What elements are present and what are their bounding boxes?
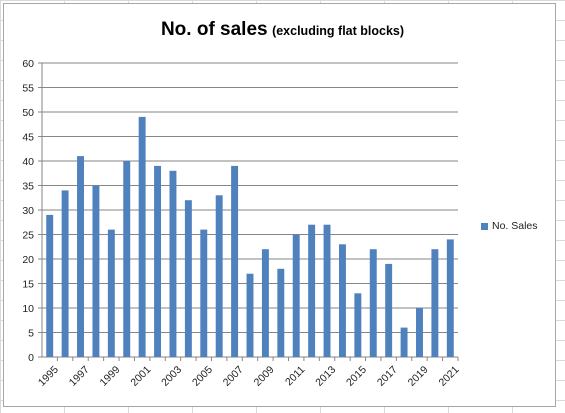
- bar[interactable]: [154, 165, 162, 357]
- y-tick-label: 60: [22, 58, 34, 70]
- y-tick-label: 35: [22, 181, 34, 193]
- x-tick-label: 2021: [437, 364, 462, 389]
- bar[interactable]: [246, 273, 254, 357]
- y-tick-label: 55: [22, 83, 34, 95]
- y-tick-label: 0: [28, 352, 34, 364]
- bar[interactable]: [261, 249, 269, 357]
- y-tick-label: 15: [22, 279, 34, 291]
- bar[interactable]: [277, 268, 285, 357]
- y-tick-label: 10: [22, 303, 34, 315]
- y-tick-label: 25: [22, 230, 34, 242]
- bar[interactable]: [400, 327, 408, 357]
- bar[interactable]: [385, 263, 393, 357]
- bar[interactable]: [369, 249, 377, 357]
- x-tick-label: 2009: [252, 364, 277, 389]
- y-tick-label: 5: [28, 328, 34, 340]
- bar[interactable]: [215, 195, 223, 357]
- bar[interactable]: [61, 190, 69, 357]
- bar[interactable]: [77, 156, 84, 357]
- bar[interactable]: [308, 224, 316, 357]
- bar[interactable]: [338, 244, 346, 357]
- legend-swatch: [481, 222, 488, 230]
- bar[interactable]: [107, 229, 115, 357]
- x-tick-label: 2001: [128, 364, 153, 389]
- legend: No. Sales: [481, 220, 538, 232]
- bar[interactable]: [200, 229, 208, 357]
- x-tick-label: 1997: [67, 364, 92, 389]
- x-tick-label: 2005: [190, 364, 215, 389]
- bar[interactable]: [416, 308, 423, 357]
- x-tick-label: 2003: [159, 364, 184, 389]
- chart-title: No. of sales (excluding flat blocks): [0, 19, 565, 41]
- bar[interactable]: [123, 161, 131, 357]
- x-tick-label: 2011: [283, 364, 308, 389]
- bar[interactable]: [292, 234, 300, 358]
- bar[interactable]: [169, 170, 177, 357]
- bar[interactable]: [446, 239, 454, 357]
- y-tick-label: 30: [22, 205, 34, 217]
- x-tick-label: 1995: [36, 364, 61, 389]
- bar[interactable]: [92, 185, 100, 358]
- y-tick-label: 40: [22, 156, 34, 168]
- y-tick-label: 20: [22, 254, 34, 266]
- x-tick-label: 1999: [98, 364, 123, 389]
- bar[interactable]: [231, 165, 239, 357]
- legend-label: No. Sales: [492, 220, 538, 232]
- bar[interactable]: [46, 214, 54, 357]
- x-tick-label: 2007: [221, 364, 246, 389]
- chart-title-subtitle: (excluding flat blocks): [272, 24, 405, 38]
- y-tick-label: 50: [22, 107, 34, 119]
- y-tick-label: 45: [22, 132, 34, 144]
- bar[interactable]: [431, 249, 439, 357]
- bar[interactable]: [138, 116, 146, 358]
- bar[interactable]: [184, 200, 192, 357]
- x-tick-label: 2015: [344, 364, 369, 389]
- x-tick-label: 2017: [375, 364, 400, 389]
- x-tick-label: 2013: [313, 364, 338, 389]
- chart-title-main: No. of sales: [160, 19, 268, 40]
- bar[interactable]: [323, 224, 331, 357]
- x-tick-label: 2019: [406, 364, 431, 389]
- bar[interactable]: [354, 293, 362, 357]
